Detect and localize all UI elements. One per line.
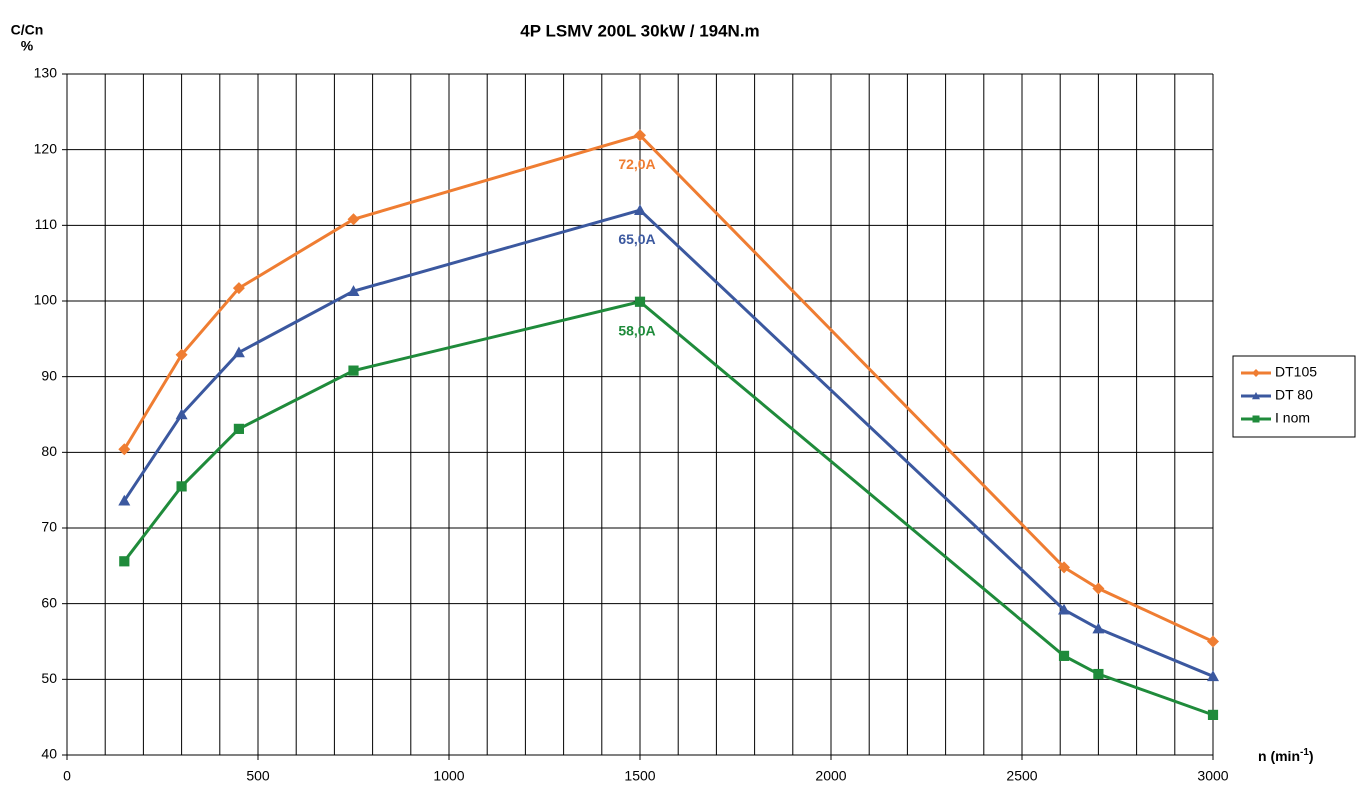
y-tick-label: 50: [41, 670, 57, 686]
marker: [175, 408, 188, 420]
marker: [347, 213, 360, 226]
x-label-sup: -1: [1300, 747, 1309, 758]
marker: [634, 129, 646, 142]
marker: [1058, 650, 1070, 661]
marker: [175, 348, 188, 361]
marker: [1207, 670, 1219, 682]
marker: [347, 285, 360, 296]
chart-title: 4P LSMV 200L 30kW / 194N.m: [520, 21, 759, 40]
legend-label: DT 80: [1275, 387, 1313, 403]
legend-marker: [1252, 415, 1260, 423]
marker: [634, 296, 646, 307]
annotation: 65,0A: [618, 231, 655, 247]
y-tick-label: 110: [35, 216, 58, 232]
marker: [232, 346, 245, 358]
x-tick-label: 2500: [1006, 768, 1037, 784]
y-tick-label: 60: [41, 594, 57, 610]
marker: [634, 204, 646, 215]
x-label-part: n (min: [1258, 748, 1300, 764]
marker: [1207, 635, 1219, 648]
annotation: 58,0A: [618, 322, 655, 338]
y-tick-label: 90: [41, 367, 57, 383]
y-tick-label: 80: [41, 443, 57, 459]
legend-label: I nom: [1275, 410, 1310, 426]
series-line: [123, 208, 1214, 678]
y-tick-label: 40: [41, 746, 57, 762]
x-label-part: ): [1309, 748, 1314, 764]
marker: [1058, 561, 1071, 574]
x-tick-label: 0: [63, 768, 71, 784]
x-tick-label: 3000: [1197, 768, 1228, 784]
x-tick-label: 2000: [815, 768, 846, 784]
y-axis-unit: %: [21, 38, 34, 54]
legend-marker: [1252, 392, 1260, 400]
marker: [1092, 622, 1105, 634]
marker: [1058, 603, 1071, 615]
marker: [232, 282, 245, 295]
x-tick-label: 1500: [624, 768, 655, 784]
y-axis-label: C/Cn: [11, 22, 44, 38]
marker: [348, 365, 359, 376]
marker: [119, 556, 130, 567]
x-tick-label: 1000: [433, 768, 464, 784]
series-line: [123, 133, 1214, 643]
marker: [176, 481, 187, 492]
marker: [118, 443, 131, 456]
x-tick-label: 500: [246, 768, 270, 784]
legend-label: DT105: [1275, 364, 1317, 380]
series-line: [123, 300, 1214, 717]
marker: [118, 494, 131, 506]
marker: [1207, 709, 1219, 720]
x-axis-label: n (min-1): [1258, 747, 1314, 764]
y-tick-label: 130: [34, 65, 58, 81]
annotation: 72,0A: [618, 156, 655, 172]
y-tick-label: 100: [34, 292, 58, 308]
y-tick-label: 120: [34, 140, 58, 156]
y-tick-label: 70: [41, 519, 57, 535]
marker: [1093, 668, 1104, 680]
marker: [233, 423, 244, 434]
legend-marker: [1252, 369, 1260, 377]
marker: [1092, 582, 1105, 595]
